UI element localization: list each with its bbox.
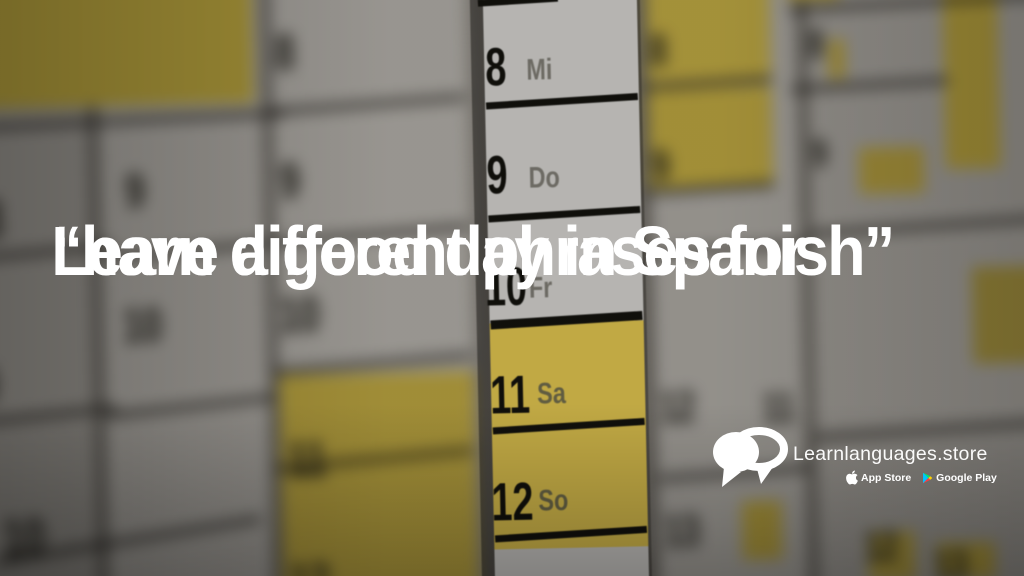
headline-line-2: “have a good day in Spanish” bbox=[51, 212, 895, 290]
google-play-label: Google Play bbox=[936, 471, 997, 484]
brand-name: Learnlanguages.store bbox=[793, 443, 988, 465]
app-store-badge[interactable]: App Store bbox=[846, 470, 911, 485]
speech-bubbles-icon bbox=[713, 427, 788, 487]
headline-line-1: Learn different phrases for bbox=[51, 212, 806, 290]
google-play-icon bbox=[923, 472, 933, 483]
apple-icon bbox=[846, 470, 858, 485]
store-badges: App Store Google Play bbox=[846, 470, 997, 485]
app-store-label: App Store bbox=[861, 471, 912, 484]
google-play-badge[interactable]: Google Play bbox=[922, 472, 997, 484]
